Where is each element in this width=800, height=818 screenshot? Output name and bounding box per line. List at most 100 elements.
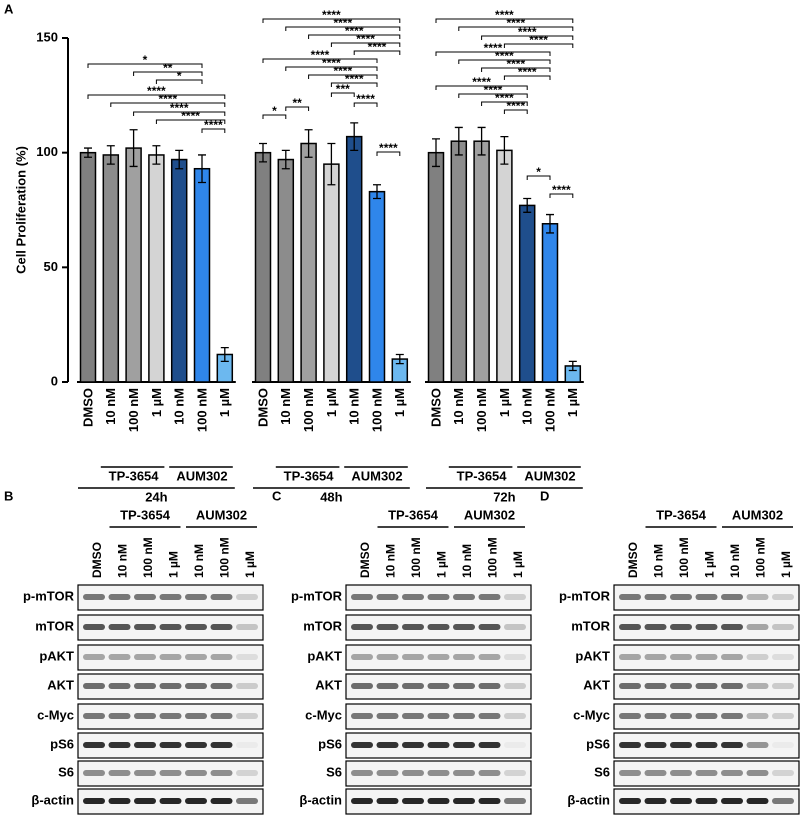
error-bar	[546, 213, 554, 234]
band	[159, 624, 182, 630]
compound-label: TP-3654	[120, 507, 171, 522]
lane-label: 10 nM	[652, 544, 666, 578]
significance-bracket	[435, 18, 574, 23]
band	[695, 742, 718, 748]
significance-bracket	[353, 50, 401, 55]
band	[478, 798, 501, 804]
row-label: mTOR	[35, 618, 74, 633]
significance-label: ****	[529, 33, 548, 47]
bar	[170, 158, 188, 383]
compound-label: AUM302	[351, 468, 402, 483]
lane-label: 100 nM	[409, 537, 423, 578]
error-bar	[281, 149, 290, 170]
band	[351, 713, 373, 719]
band	[772, 683, 794, 689]
band	[236, 770, 258, 776]
band	[108, 713, 131, 719]
significance-label: ****	[484, 83, 503, 97]
band	[721, 798, 743, 804]
y-axis-label: Cell Proliferation (%)	[13, 146, 28, 274]
row-label: S6	[58, 764, 74, 779]
band	[159, 742, 182, 748]
band	[159, 798, 182, 804]
significance-label: ****	[472, 75, 491, 89]
band	[108, 770, 131, 776]
lane-label: 1 µM	[435, 551, 449, 578]
panel-label: C	[272, 488, 282, 503]
significance-label: ****	[333, 64, 352, 78]
band	[402, 770, 424, 776]
row-label: AKT	[583, 677, 610, 692]
error-bar	[220, 346, 229, 363]
significance-bracket	[503, 109, 528, 114]
band	[746, 624, 769, 630]
blot-box	[77, 760, 264, 787]
band	[159, 770, 182, 776]
significance-bracket	[87, 94, 226, 99]
significance-label: ****	[495, 91, 514, 105]
band	[108, 683, 131, 689]
band	[134, 770, 156, 776]
panel-label: D	[540, 488, 549, 503]
bar	[518, 204, 536, 383]
bar	[148, 154, 165, 383]
compound-label: TP-3654	[656, 507, 707, 522]
x-tick-label: 100 nM	[194, 388, 209, 432]
band	[772, 624, 794, 630]
band	[376, 713, 399, 719]
band	[134, 742, 156, 748]
band	[619, 624, 641, 630]
band	[746, 713, 769, 719]
band	[236, 713, 258, 719]
y-tick-label: 150	[36, 29, 58, 44]
significance-bracket	[285, 66, 378, 71]
blot-box	[77, 644, 264, 671]
row-label: mTOR	[303, 618, 342, 633]
band	[695, 594, 718, 600]
band	[236, 683, 258, 689]
row-label: AKT	[315, 677, 342, 692]
significance-bracket	[308, 34, 401, 39]
band	[427, 624, 450, 630]
significance-bracket	[549, 193, 574, 198]
band	[210, 683, 233, 689]
band	[619, 770, 641, 776]
x-tick-label: 1 µM	[497, 388, 512, 417]
band	[721, 683, 743, 689]
band	[236, 594, 258, 600]
band	[185, 713, 207, 719]
band	[185, 624, 207, 630]
band	[478, 594, 501, 600]
band	[185, 742, 207, 748]
significance-label: ****	[506, 57, 525, 71]
x-tick-label: DMSO	[255, 388, 270, 427]
y-tick-label: 50	[44, 259, 58, 274]
band	[83, 654, 105, 660]
band	[83, 683, 105, 689]
error-bar	[175, 149, 184, 170]
band	[376, 624, 399, 630]
band	[504, 594, 526, 600]
significance-label: ****	[552, 183, 571, 197]
band	[670, 770, 692, 776]
bar	[300, 142, 317, 383]
lane-label: 100 nM	[218, 537, 232, 578]
lane-label: 1 µM	[167, 551, 181, 578]
panel-label: B	[4, 488, 13, 503]
band	[721, 654, 743, 660]
bar	[79, 151, 97, 383]
significance-bracket	[201, 128, 226, 133]
significance-bracket	[155, 119, 226, 124]
band	[619, 713, 641, 719]
lane-label: 1 µM	[511, 551, 525, 578]
significance-label: ****	[506, 16, 525, 30]
row-label: p-mTOR	[291, 588, 343, 603]
significance-label: ****	[345, 24, 364, 38]
lane-label: DMSO	[90, 542, 104, 578]
significance-bracket	[330, 42, 401, 47]
band	[504, 624, 526, 630]
band	[772, 654, 794, 660]
significance-bracket	[87, 63, 203, 68]
band	[185, 594, 207, 600]
band	[351, 798, 373, 804]
